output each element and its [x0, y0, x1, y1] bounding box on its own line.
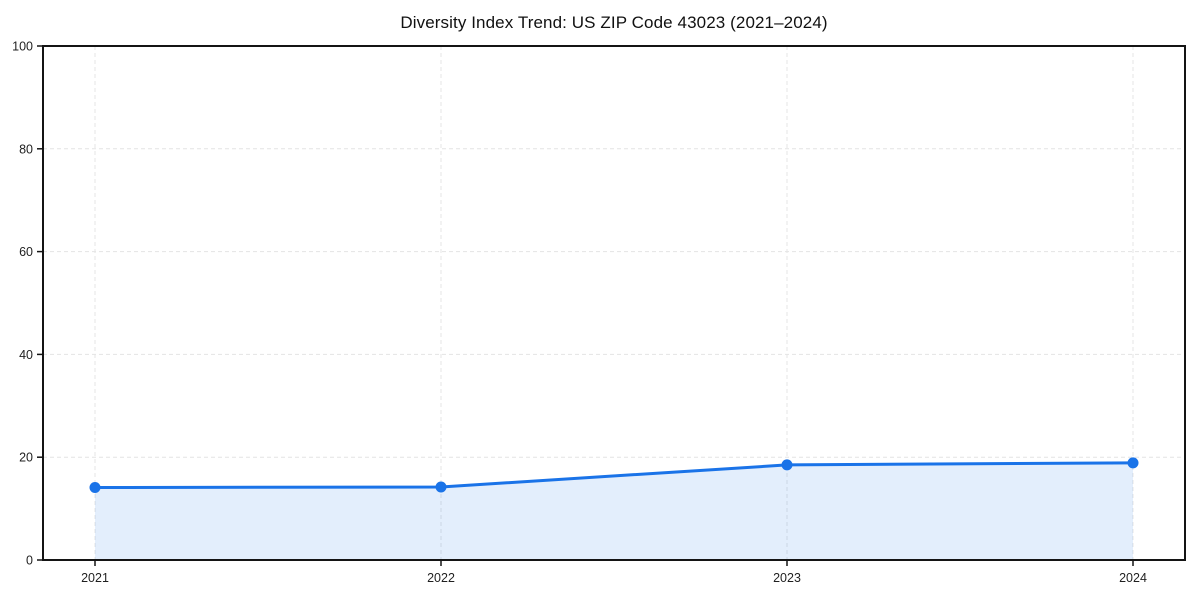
data-point [1127, 457, 1139, 469]
y-tick-label: 0 [26, 554, 33, 568]
x-tick-label: 2024 [1119, 571, 1147, 585]
y-tick-label: 20 [19, 451, 33, 465]
plot-border [42, 45, 1186, 561]
y-tick-label: 80 [19, 142, 33, 156]
x-tick-label: 2023 [773, 571, 801, 585]
y-tick-label: 40 [19, 348, 33, 362]
data-point [89, 482, 101, 494]
y-tick-label: 60 [19, 245, 33, 259]
trend-line [93, 461, 1135, 490]
x-tick-label: 2021 [81, 571, 109, 585]
data-point [781, 459, 793, 471]
data-point [435, 481, 447, 493]
y-tick-label: 100 [12, 40, 33, 54]
x-tick-label: 2022 [427, 571, 455, 585]
chart-title: Diversity Index Trend: US ZIP Code 43023… [400, 13, 828, 32]
